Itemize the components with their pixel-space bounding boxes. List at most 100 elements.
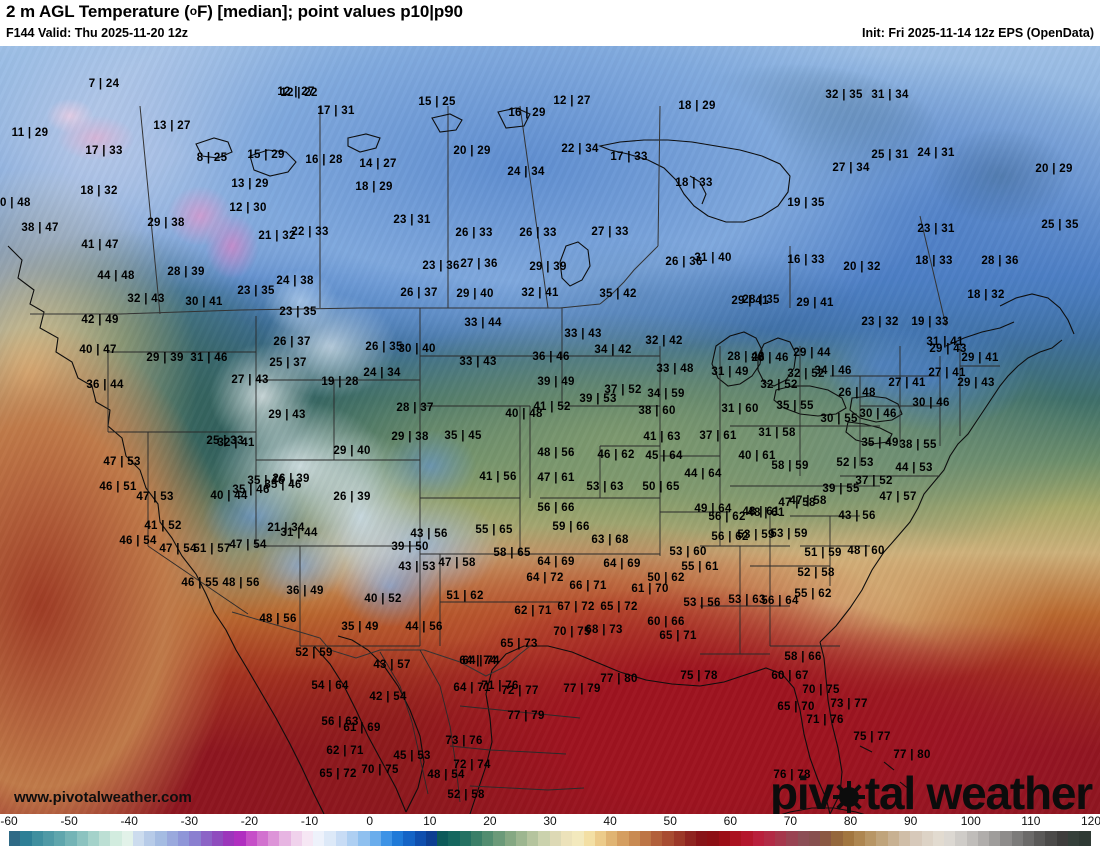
point-value-label: 55 | 65	[475, 524, 513, 536]
point-value-label: 7 | 24	[88, 78, 120, 90]
colorbar-swatch	[752, 831, 764, 846]
point-value-label: 19 | 33	[911, 316, 949, 328]
point-value-label: 42 | 54	[369, 691, 407, 703]
point-value-label: 64 | 71	[453, 682, 491, 694]
colorbar-swatch	[155, 831, 167, 846]
point-value-label: 49 | 64	[694, 503, 732, 515]
colorbar-swatch	[20, 831, 32, 846]
point-value-label: 48 | 61	[747, 507, 785, 519]
point-value-label: 77 | 80	[600, 673, 638, 685]
point-value-label: 12 | 30	[229, 202, 267, 214]
point-value-label: 44 | 56	[405, 621, 443, 633]
point-value-label: 72 | 74	[453, 759, 491, 771]
point-value-label: 14 | 27	[359, 158, 397, 170]
point-value-label: 76 | 78	[773, 769, 811, 781]
point-value-label: 30 | 41	[185, 296, 223, 308]
point-value-label: 15 | 25	[418, 96, 456, 108]
point-value-label: 29 | 43	[268, 409, 306, 421]
point-value-label: 24 | 34	[363, 367, 401, 379]
point-value-label: 25 | 37	[269, 357, 307, 369]
point-value-label: 30 | 40	[398, 343, 436, 355]
point-value-label: 68 | 73	[585, 624, 623, 636]
point-value-label: 56 | 66	[537, 502, 575, 514]
colorbar-swatch	[966, 831, 978, 846]
colorbar-swatch	[853, 831, 866, 846]
colorbar-swatch	[256, 831, 269, 846]
point-value-label: 28 | 46	[727, 351, 765, 363]
colorbar-swatch	[989, 831, 1001, 846]
point-value-label: 28 | 39	[167, 266, 205, 278]
point-value-label: 32 | 52	[760, 379, 798, 391]
temperature-detail-layer	[0, 46, 1100, 814]
point-value-label: 43 | 57	[373, 659, 411, 671]
colorbar-swatch	[583, 831, 595, 846]
map-canvas[interactable]: 7 | 24 11 | 29 17 | 33 13 | 27 8 | 25 15 | 29…	[0, 46, 1100, 814]
colorbar-swatch	[606, 831, 618, 846]
point-value-label: 35 | 46	[247, 475, 285, 487]
point-value-label: 60 | 66	[647, 616, 685, 628]
point-value-label: 70 | 75	[802, 684, 840, 696]
point-value-label: 35 | 46	[264, 479, 302, 491]
point-value-label: 29 | 41	[731, 295, 769, 307]
point-value-label: 47 | 57	[879, 491, 917, 503]
point-value-label: 35 | 55	[776, 400, 814, 412]
point-value-label: 20 | 29	[453, 145, 491, 157]
colorbar-swatch	[527, 831, 539, 846]
point-value-label: 65 | 70	[777, 701, 815, 713]
colorbar-tick: 40	[603, 814, 617, 828]
colorbar-tick: 80	[843, 814, 858, 828]
colorbar-swatch	[1045, 831, 1057, 846]
colorbar-gradient[interactable]	[9, 831, 1091, 846]
point-value-label: 15 | 29	[247, 149, 285, 161]
point-value-label: 35 | 42	[599, 288, 637, 300]
point-value-label: 44 | 53	[895, 462, 933, 474]
colorbar-swatch	[955, 831, 967, 846]
pivotal-weather-logo: piv	[770, 766, 1093, 814]
point-value-label: 32 | 41	[217, 437, 255, 449]
point-value-label: 67 | 72	[557, 601, 595, 613]
point-value-label: 37 | 61	[699, 430, 737, 442]
colorbar-swatch	[932, 831, 945, 846]
point-value-label: 35 | 49	[861, 437, 899, 449]
point-value-label: 21 | 34	[267, 522, 305, 534]
point-value-label: 31 | 58	[758, 427, 796, 439]
point-value-label: 43 | 56	[838, 510, 876, 522]
point-value-label: 32 | 41	[521, 287, 559, 299]
colorbar-swatch	[42, 831, 55, 846]
point-value-label: 27 | 33	[591, 226, 629, 238]
colorbar-swatch	[842, 831, 854, 846]
point-value-label: 59 | 66	[552, 521, 590, 533]
colorbar-swatch	[54, 831, 66, 846]
point-value-label: 50 | 65	[642, 481, 680, 493]
point-value-label: 33 | 44	[464, 317, 502, 329]
point-value-label: 58 | 59	[771, 460, 809, 472]
title-main: 2 m AGL Temperature (	[6, 2, 190, 21]
colorbar-swatch	[628, 831, 640, 846]
colorbar-swatch	[392, 831, 404, 846]
point-value-label: 77 | 79	[563, 683, 601, 695]
point-value-label: 47 | 58	[778, 497, 816, 509]
colorbar-swatch	[403, 831, 415, 846]
point-value-label: 41 | 56	[479, 471, 517, 483]
point-value-label: 73 | 77	[830, 698, 868, 710]
colorbar-swatch	[910, 831, 922, 846]
colorbar-swatch	[639, 831, 652, 846]
point-value-label: 58 | 65	[493, 547, 531, 559]
point-value-label: 72 | 77	[501, 685, 539, 697]
colorbar-swatch	[200, 831, 212, 846]
point-value-label: 39 | 55	[822, 483, 860, 495]
point-value-label: 63 | 68	[591, 534, 629, 546]
point-value-label: 26 | 36	[665, 256, 703, 268]
point-value-label: 26 | 33	[455, 227, 493, 239]
point-value-label: 38 | 55	[899, 439, 937, 451]
colorbar-swatch	[887, 831, 899, 846]
point-value-label: 8 | 25	[196, 152, 228, 164]
point-value-label: 11 | 29	[11, 127, 49, 139]
point-value-label: 29 | 40	[333, 445, 371, 457]
point-value-label: 48 | 61	[742, 506, 780, 518]
colorbar-swatch	[515, 831, 528, 846]
colorbar-swatch	[459, 831, 471, 846]
point-value-label: 12 | 22	[280, 87, 318, 99]
colorbar-tick: -30	[180, 814, 198, 828]
colorbar-swatch	[223, 831, 235, 846]
